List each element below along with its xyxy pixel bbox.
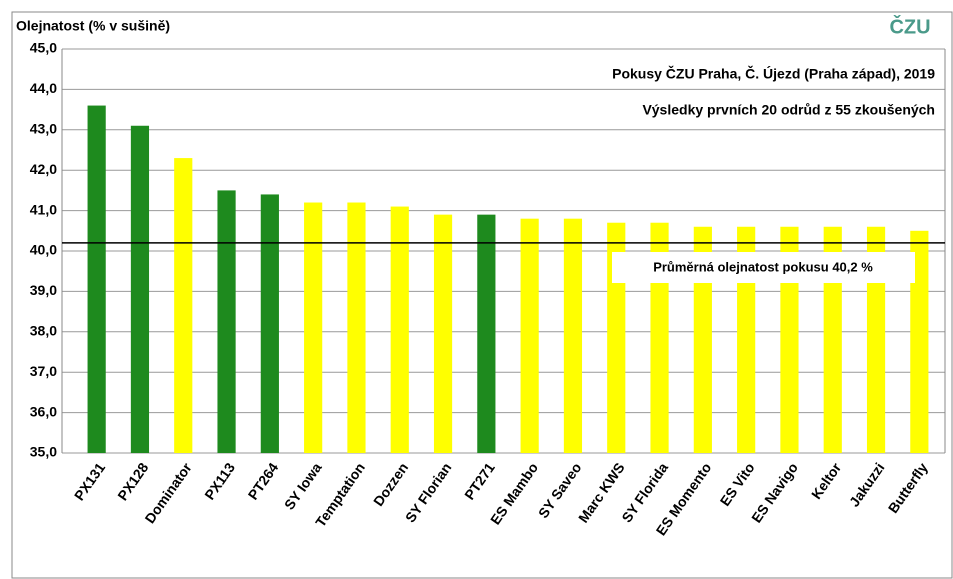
bar (390, 206, 409, 453)
bar (866, 226, 886, 453)
y-tick-label: 36,0 (30, 403, 57, 419)
y-tick-label: 35,0 (30, 444, 57, 460)
bar (823, 226, 842, 453)
bar (520, 218, 539, 453)
bar (87, 105, 106, 453)
y-tick-label: 37,0 (30, 363, 57, 379)
bar (477, 214, 496, 453)
y-axis-label: Olejnatost (% v sušině) (16, 18, 170, 34)
bar (737, 226, 756, 453)
logo: ČZU (889, 14, 930, 38)
y-tick-label: 41,0 (30, 201, 57, 217)
bar (910, 230, 929, 453)
bar (217, 190, 236, 453)
bar (260, 194, 279, 453)
y-tick-label: 40,0 (30, 242, 57, 258)
bar (174, 158, 193, 453)
bar (433, 214, 453, 453)
y-tick-label: 42,0 (30, 161, 57, 177)
subtitle: Pokusy ČZU Praha, Č. Újezd (Praha západ)… (612, 65, 935, 82)
bar (563, 218, 583, 453)
bar (347, 202, 366, 453)
y-tick-label: 38,0 (30, 323, 57, 339)
y-tick-label: 45,0 (30, 40, 57, 56)
y-tick-label: 44,0 (30, 80, 57, 96)
bar (693, 226, 712, 453)
bar (130, 125, 150, 453)
annotation-box (612, 252, 915, 283)
y-tick-label: 43,0 (30, 121, 57, 137)
y-tick-label: 39,0 (30, 282, 57, 298)
bar (304, 202, 323, 453)
annotation: Průměrná olejnatost pokusu 40,2 % (653, 259, 873, 274)
subtitle: Výsledky prvních 20 odrůd z 55 zkoušenýc… (642, 102, 935, 118)
bar (780, 226, 799, 453)
